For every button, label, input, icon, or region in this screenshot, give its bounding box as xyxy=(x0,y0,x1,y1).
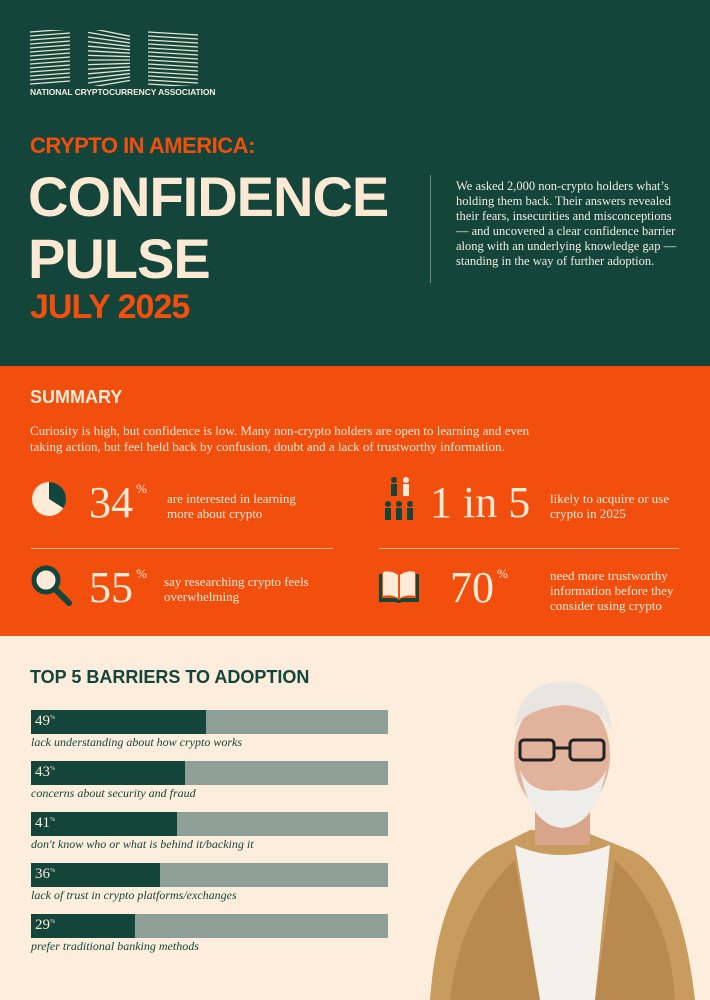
bar-fill: 36% xyxy=(31,863,160,887)
logo-line xyxy=(147,83,193,86)
logo-line xyxy=(30,56,71,61)
bar-fill: 41% xyxy=(31,812,178,836)
stat-text: say researching crypto feels overwhelmin… xyxy=(164,574,309,604)
logo-line xyxy=(147,59,199,64)
people-icon xyxy=(385,477,413,520)
logo-line xyxy=(147,75,199,80)
bar-label: don't know who or what is behind it/back… xyxy=(31,837,254,851)
logo-line xyxy=(30,80,71,85)
stat-text: need more trustworthy information before… xyxy=(550,568,674,613)
logo-line xyxy=(147,35,199,40)
logo-line xyxy=(147,63,199,68)
bar-fill: 43% xyxy=(31,761,185,785)
logo-line xyxy=(87,54,131,58)
logo-line xyxy=(30,40,71,45)
logo-line xyxy=(147,43,199,48)
magnifier-icon xyxy=(31,565,72,606)
page-title: CONFIDENCE PULSE xyxy=(28,165,389,290)
logo-line xyxy=(87,31,131,41)
logo-line xyxy=(87,69,131,75)
logo-line xyxy=(87,36,131,44)
nca-logo xyxy=(30,30,199,86)
logo-line xyxy=(30,44,71,49)
stat-value: 1 in 5 xyxy=(430,478,531,527)
logo-line xyxy=(30,32,71,37)
stat-text: are interested in learning more about cr… xyxy=(167,491,296,521)
logo-line xyxy=(30,68,71,73)
bar-track: 41% xyxy=(31,812,388,836)
title-line-2: PULSE xyxy=(28,227,211,290)
logo-line xyxy=(30,72,71,77)
summary-description: Curiosity is high, but confidence is low… xyxy=(30,423,530,454)
stat-text: likely to acquire or use crypto in 2025 xyxy=(550,491,670,521)
header: NATIONAL CRYPTOCURRENCY ASSOCIATION CRYP… xyxy=(0,0,710,366)
logo-wordmark: NATIONAL CRYPTOCURRENCY ASSOCIATION xyxy=(30,87,216,97)
logo-line xyxy=(87,40,131,48)
bar-track: 43% xyxy=(31,761,388,785)
logo-line xyxy=(147,39,199,44)
logo-line xyxy=(147,31,199,36)
logo-line xyxy=(87,50,131,54)
report-date: JULY 2025 xyxy=(30,288,190,326)
bar-label: lack of trust in crypto platforms/exchan… xyxy=(31,888,237,902)
intro-text: We asked 2,000 non-crypto holders what’s… xyxy=(456,179,677,268)
logo-line xyxy=(95,30,131,37)
chart-title: TOP 5 BARRIERS TO ADOPTION xyxy=(30,667,310,687)
logo-line xyxy=(147,55,199,60)
bar-value: 49% xyxy=(35,713,55,729)
kicker: CRYPTO IN AMERICA: xyxy=(30,133,255,158)
divider xyxy=(430,175,431,283)
logo-line xyxy=(147,79,199,84)
logo-line xyxy=(93,79,131,86)
stat-value: 34% xyxy=(89,478,147,527)
bar-value: 41% xyxy=(35,815,55,831)
bar-fill: 49% xyxy=(31,710,206,734)
logo-line xyxy=(147,71,199,76)
bar-label: prefer traditional banking methods xyxy=(31,939,199,953)
logo-line xyxy=(147,67,199,72)
bar-value: 29% xyxy=(35,917,55,933)
logo-line xyxy=(147,51,199,56)
stat-value: 55% xyxy=(89,563,147,612)
bar-fill: 29% xyxy=(31,914,135,938)
bar-value: 43% xyxy=(35,764,55,780)
pie-chart-icon xyxy=(32,482,66,516)
bar-value: 36% xyxy=(35,866,55,882)
person-photo xyxy=(430,681,695,1000)
logo-line xyxy=(87,45,131,51)
logo-line xyxy=(87,72,131,80)
logo-line xyxy=(30,48,71,53)
title-line-1: CONFIDENCE xyxy=(28,165,389,228)
divider xyxy=(31,548,333,549)
bar-track: 29% xyxy=(31,914,388,938)
logo-line xyxy=(30,30,66,33)
divider xyxy=(379,548,679,549)
logo-line xyxy=(87,62,131,66)
logo-line xyxy=(30,60,71,65)
book-icon xyxy=(379,571,419,603)
summary-section: SUMMARY Curiosity is high, but confidenc… xyxy=(0,366,710,636)
logo-line xyxy=(30,52,71,57)
logo-line xyxy=(30,36,71,41)
logo-line xyxy=(87,76,131,84)
bar-label: lack understanding about how crypto work… xyxy=(31,735,242,749)
logo-line xyxy=(87,66,131,70)
logo-line xyxy=(30,64,71,69)
summary-title: SUMMARY xyxy=(30,387,123,407)
logo-line xyxy=(147,47,199,52)
bar-track: 49% xyxy=(31,710,388,734)
bar-track: 36% xyxy=(31,863,388,887)
logo-line xyxy=(30,76,71,81)
bar-label: concerns about security and fraud xyxy=(31,786,196,800)
stat-value: 70% xyxy=(450,563,508,612)
